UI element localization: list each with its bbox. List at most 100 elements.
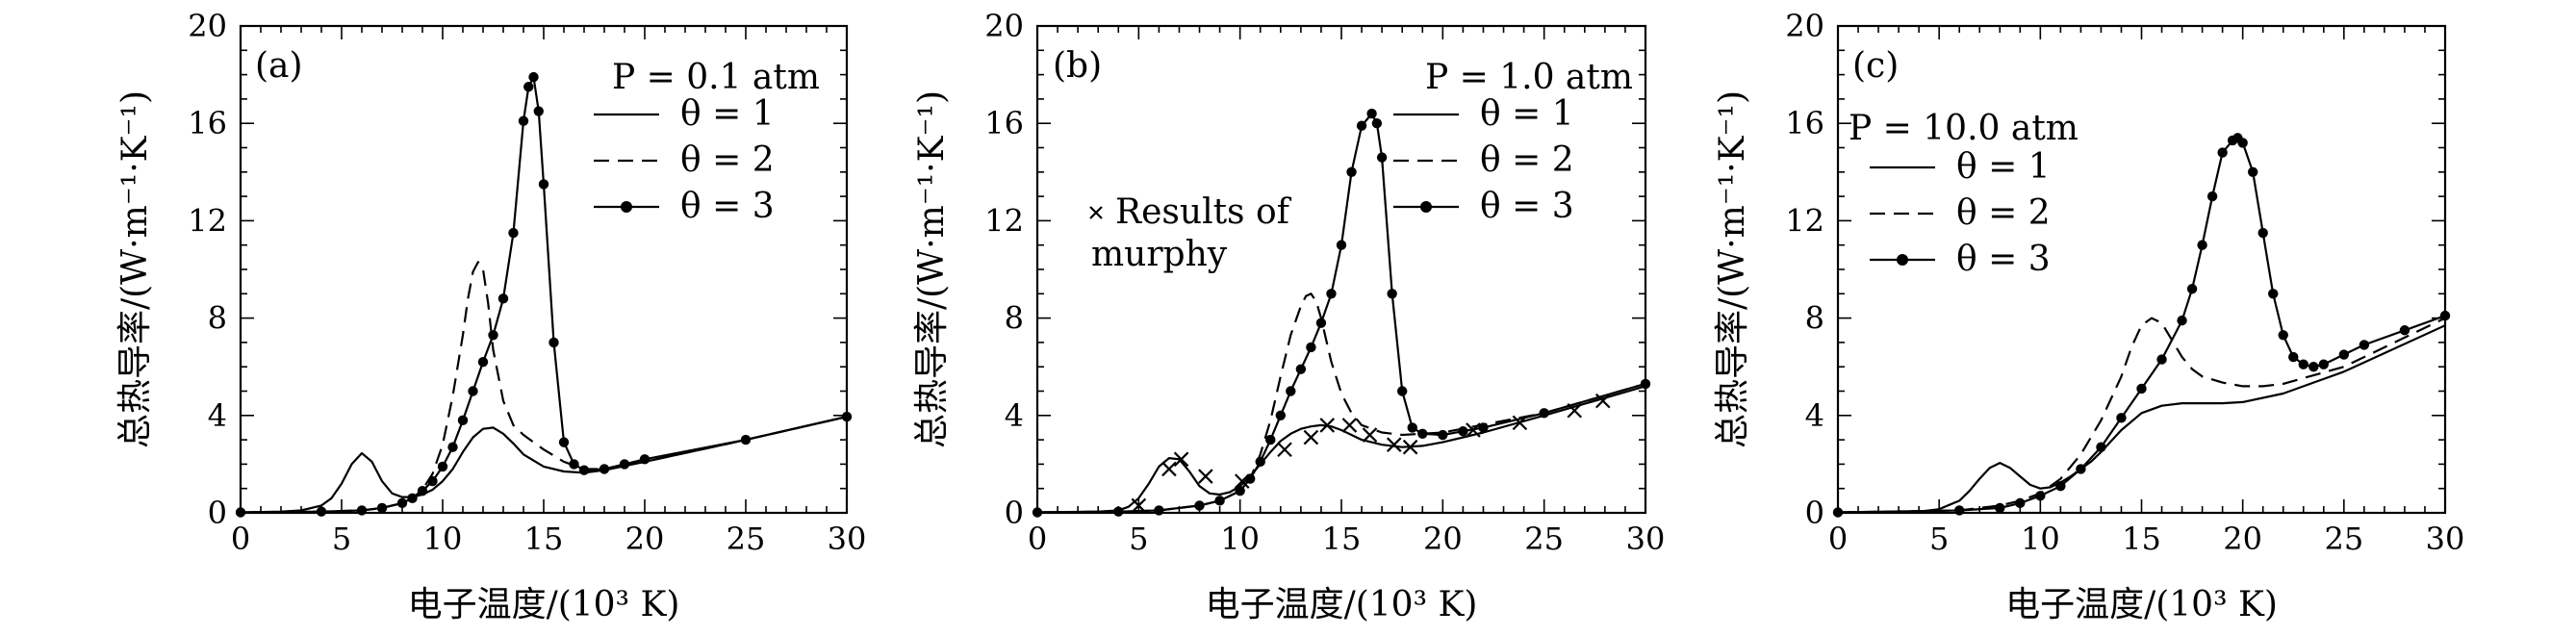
data-point: [569, 459, 579, 470]
data-point: [1255, 456, 1265, 468]
data-point: [2177, 315, 2187, 326]
y-tick-label: 12: [1785, 202, 1824, 239]
legend-label: θ = 2: [1480, 140, 1574, 180]
y-axis-label: 总热导率/(W·m⁻¹·K⁻¹): [912, 90, 952, 448]
data-point: [1438, 429, 1448, 441]
data-point: [1315, 318, 1327, 328]
data-point: [2015, 497, 2026, 509]
y-axis-label: 总热导率/(W·m⁻¹·K⁻¹): [1713, 90, 1752, 448]
data-point: [558, 437, 570, 447]
x-axis-label: 电子温度/(10³ K): [408, 585, 680, 624]
data-point: [548, 337, 559, 348]
data-marker-x: [1131, 497, 1147, 514]
x-tick-label: 10: [1220, 521, 1260, 557]
data-point: [1326, 289, 1337, 299]
data-point: [396, 497, 408, 509]
y-tick-label: 0: [1005, 495, 1024, 531]
data-point: [2278, 330, 2288, 341]
data-point: [2206, 191, 2218, 202]
data-point: [639, 454, 650, 465]
data-point: [488, 330, 498, 341]
data-marker-x: [1466, 422, 1481, 438]
data-marker-x: [1386, 437, 1402, 452]
x-tick-label: 25: [727, 521, 766, 557]
data-point: [1397, 386, 1408, 396]
y-tick-label: 12: [188, 202, 227, 239]
data-point: [533, 106, 544, 116]
data-point: [457, 415, 469, 426]
data-point: [2268, 289, 2279, 299]
data-point: [578, 465, 590, 475]
data-point: [508, 227, 519, 239]
data-point: [2257, 227, 2268, 239]
y-tick-label: 4: [1805, 397, 1824, 434]
data-point: [1032, 507, 1043, 518]
data-point: [1458, 426, 1468, 437]
x-tick-label: 20: [2223, 521, 2262, 557]
data-point: [1640, 378, 1651, 390]
data-point: [437, 461, 448, 472]
data-point: [1356, 120, 1367, 131]
y-axis-label: 总热导率/(W·m⁻¹·K⁻¹): [115, 90, 155, 448]
data-marker-x: [1161, 461, 1177, 477]
data-point: [1371, 118, 1383, 129]
data-marker-x: [1512, 415, 1528, 431]
data-point: [2096, 442, 2106, 452]
series-line-solid: [1838, 324, 2445, 513]
data-point: [2247, 166, 2258, 177]
data-point: [2237, 138, 2248, 148]
legend-marker: [621, 201, 632, 213]
x-axis-label: 电子温度/(10³ K): [2005, 585, 2278, 624]
data-point: [1346, 166, 1357, 177]
data-point: [599, 464, 610, 474]
legend-label: θ = 2: [680, 140, 775, 180]
legend-marker: [1897, 254, 1908, 266]
legend-label: θ = 3: [1480, 187, 1574, 226]
data-point: [407, 493, 418, 504]
x-tick-label: 5: [1929, 521, 1949, 557]
chart-panel-1: 0 5 10 15 20 25 30 0 4 8 12 16 20 电子温度/(10³ K) 总热导率/(W…: [115, 8, 866, 624]
legend-label: θ = 3: [680, 187, 775, 226]
legend-marker: [1420, 201, 1432, 213]
data-point: [447, 442, 458, 452]
data-point: [1265, 434, 1276, 445]
data-point: [1286, 386, 1296, 396]
data-point: [2399, 325, 2410, 336]
y-tick-label: 0: [1805, 495, 1824, 531]
x-tick-label: 25: [2324, 521, 2363, 557]
data-point: [1336, 240, 1347, 250]
data-point: [1995, 502, 2005, 514]
data-point: [528, 71, 539, 83]
data-point: [1235, 486, 1245, 496]
data-marker-x: [1402, 439, 1418, 455]
series-line-dots: [1838, 137, 2445, 513]
data-point: [497, 293, 509, 304]
data-point: [2186, 284, 2198, 294]
x-tick-label: 30: [1626, 521, 1666, 557]
plot-frame: [1836, 24, 2447, 515]
data-point: [518, 115, 529, 126]
data-point: [523, 82, 534, 92]
y-tick-label: 8: [1005, 300, 1024, 337]
data-marker-x: [1277, 442, 1292, 457]
series-line-dashed: [1838, 317, 2445, 513]
x-tick-label: 5: [332, 521, 351, 557]
y-tick-label: 0: [208, 495, 227, 531]
y-tick-label: 20: [984, 8, 1024, 44]
y-tick-label: 16: [984, 105, 1024, 141]
y-tick-label: 20: [1785, 8, 1824, 44]
data-point: [2217, 147, 2228, 158]
data-marker-x: [1362, 427, 1378, 443]
chart-panel-2: 0 5 10 15 20 25 30 0 4 8 12 16 20 电子温度/(10³ K) 总热导率/(W…: [912, 8, 1665, 624]
data-marker-x: [1567, 402, 1583, 419]
data-point: [468, 386, 478, 396]
x-tick-label: 15: [2122, 521, 2161, 557]
x-tick-label: 30: [828, 521, 867, 557]
data-point: [376, 502, 388, 514]
y-tick-label: 4: [1005, 397, 1024, 434]
data-marker-x: [1234, 473, 1250, 489]
series-line-solid: [241, 416, 847, 513]
data-point: [2076, 464, 2086, 474]
data-point: [1478, 422, 1489, 433]
